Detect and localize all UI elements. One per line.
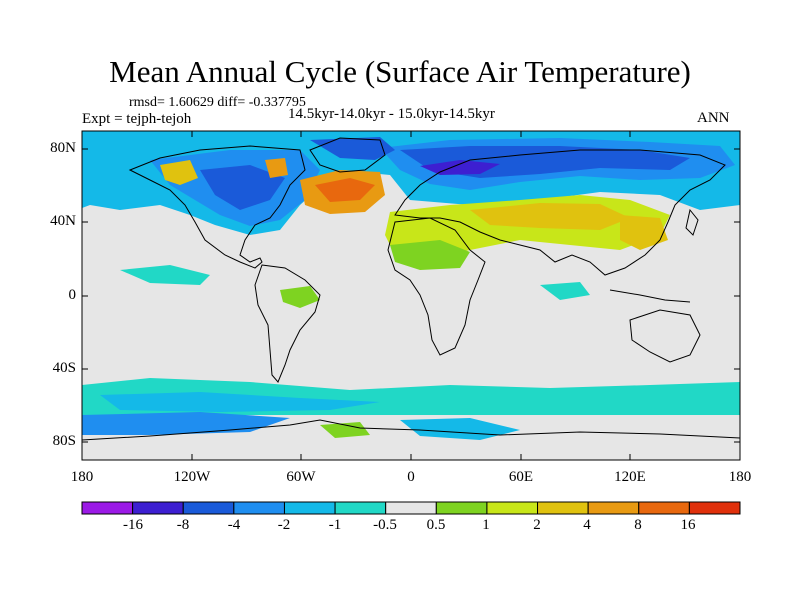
colorbar-label: -8 <box>176 517 190 533</box>
indian-ocean-patch <box>540 282 590 300</box>
sahara-warming <box>390 240 470 270</box>
lon-label-180e: 180 <box>728 469 752 485</box>
colorbar-label: -0.5 <box>373 517 397 533</box>
colorbar-swatch <box>233 501 285 515</box>
colorbar-swatch <box>385 501 437 515</box>
colorbar-label: -1 <box>328 517 342 533</box>
season-label: ANN <box>697 110 730 126</box>
lon-label-180w: 180 <box>70 469 94 485</box>
lon-label-60w: 60W <box>286 469 316 485</box>
japan-coast <box>685 208 699 236</box>
coastlines <box>82 137 740 441</box>
north-america-coast <box>128 145 306 269</box>
period-label: 14.5kyr-14.0kyr - 15.0kyr-14.5kyr <box>288 106 495 122</box>
colorbar-swatch <box>688 501 741 515</box>
africa-coast <box>387 217 486 356</box>
colorbar-label: 16 <box>680 517 696 533</box>
colorbar-swatch <box>81 501 134 515</box>
laurentide-cooling <box>200 165 285 210</box>
colorbar-swatch <box>537 501 589 515</box>
colorbar-swatch <box>435 501 488 515</box>
colorbar-label: 1 <box>482 517 490 533</box>
colorbar-label: 8 <box>634 517 642 533</box>
greenland-cooling <box>310 137 395 160</box>
canada-warming <box>265 158 288 178</box>
south-america-coast <box>254 264 321 383</box>
south-america-warming <box>280 286 320 308</box>
colorbar <box>81 501 741 515</box>
alaska-warming <box>160 160 198 185</box>
colorbar-label: 2 <box>533 517 541 533</box>
colorbar-label: -4 <box>227 517 241 533</box>
axis-ticks <box>82 131 740 460</box>
southern-ocean-cooling <box>100 392 380 412</box>
anomaly-field <box>82 131 740 460</box>
siberia-core <box>420 160 500 175</box>
lat-label-80n: 80N <box>50 140 76 156</box>
colorbar-label: 4 <box>583 517 591 533</box>
lat-label-40n: 40N <box>50 213 76 229</box>
colorbar-swatch <box>486 501 539 515</box>
colorbar-swatch <box>182 501 235 515</box>
colorbar-swatch <box>283 501 336 515</box>
lon-label-60e: 60E <box>508 469 534 485</box>
colorbar-swatch <box>638 501 690 515</box>
pacific-cooling-patch <box>120 265 210 285</box>
east-asia-warming <box>620 215 668 250</box>
lat-label-80s: 80S <box>52 433 76 449</box>
colorbar-swatch <box>587 501 640 515</box>
eurasia-coast <box>394 149 726 276</box>
colorbar-swatch <box>132 501 184 515</box>
colorbar-swatch <box>334 501 387 515</box>
greenland-coast <box>309 137 386 173</box>
antarctica-coast <box>82 419 740 441</box>
colorbar-label: -16 <box>123 517 143 533</box>
australia-coast <box>629 309 701 363</box>
stats-text: rmsd= 1.60629 diff= -0.337795 <box>129 95 306 110</box>
lon-label-0: 0 <box>407 469 415 485</box>
lon-label-120w: 120W <box>173 469 211 485</box>
experiment-label: Expt = tejph-tejoh <box>82 111 192 127</box>
figure-title: Mean Annual Cycle (Surface Air Temperatu… <box>109 54 691 89</box>
antarctica-warming <box>320 422 370 438</box>
indonesia-coast <box>609 289 691 303</box>
lon-label-120e: 120E <box>614 469 646 485</box>
lat-label-40s: 40S <box>52 360 76 376</box>
lat-label-0: 0 <box>68 287 77 303</box>
north-atlantic-core <box>315 178 375 202</box>
central-asia-warming <box>470 203 630 230</box>
colorbar-label: 0.5 <box>426 517 446 533</box>
colorbar-label: -2 <box>277 517 291 533</box>
